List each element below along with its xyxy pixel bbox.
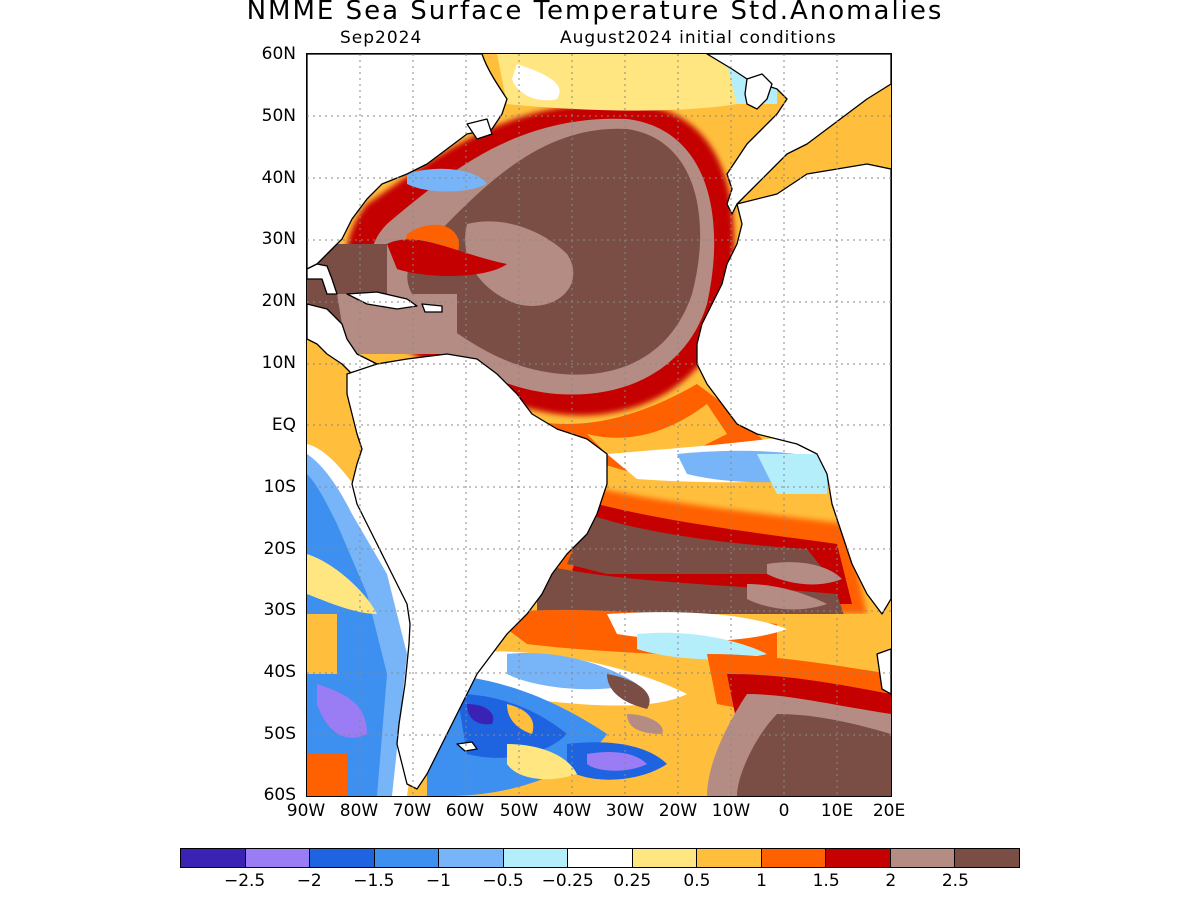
africa-landmass: [696, 163, 891, 615]
lon-label-90w: 90W: [286, 801, 326, 821]
color-bar-swatch: [632, 849, 698, 867]
lat-label-50n: 50N: [261, 106, 296, 126]
color-bar-label: −1.5: [353, 871, 395, 891]
color-bar-swatch: [697, 849, 762, 867]
chart-title: NMME Sea Surface Temperature Std.Anomali…: [246, 0, 944, 26]
gridlines: [307, 54, 891, 796]
land-masses: [307, 54, 891, 790]
color-bar-label: 0.25: [613, 871, 652, 891]
lon-label-20e: 20E: [872, 801, 906, 821]
color-bar-label: 2: [885, 871, 897, 891]
color-bar-swatch: [503, 849, 569, 867]
lat-label-60n: 60N: [261, 44, 296, 64]
lat-label-60s: 60S: [263, 785, 296, 805]
lon-label-80w: 80W: [339, 801, 379, 821]
initial-conditions: August2024 initial conditions: [560, 28, 837, 48]
europe-landmass: [706, 54, 891, 215]
color-bar-label: −0.5: [482, 871, 524, 891]
lon-label-70w: 70W: [392, 801, 432, 821]
lat-label-eq: EQ: [271, 415, 296, 435]
color-bar-swatch: [245, 849, 311, 867]
color-bar-label: 1: [756, 871, 767, 891]
north-america-landmass: [307, 54, 508, 270]
lon-label-40w: 40W: [552, 801, 592, 821]
color-bar-swatch: [374, 849, 440, 867]
forecast-month: Sep2024: [340, 28, 423, 48]
lon-label-30w: 30W: [605, 801, 645, 821]
caribbean-islands: [346, 291, 418, 310]
color-bar-label: −2: [296, 871, 322, 891]
lon-label-50w: 50W: [499, 801, 539, 821]
color-bar-label: 1.5: [812, 871, 840, 891]
color-bar-swatch: [568, 849, 633, 867]
color-bar-swatch: [890, 849, 956, 867]
lon-label-0: 0: [778, 801, 790, 821]
color-bar-swatch: [439, 849, 504, 867]
south-america-landmass: [346, 353, 608, 790]
color-bar-swatch: [826, 849, 891, 867]
lon-label-10e: 10E: [820, 801, 854, 821]
color-bar: [180, 848, 1020, 868]
lat-label-10s: 10S: [263, 477, 296, 497]
color-bar-label: 0.5: [683, 871, 711, 891]
lon-label-60w: 60W: [445, 801, 485, 821]
color-bar-label: −1: [425, 871, 451, 891]
lon-label-20w: 20W: [658, 801, 698, 821]
sst-anomaly-map: [306, 53, 892, 797]
color-bar-swatch: [761, 849, 827, 867]
color-bar-label: −0.25: [541, 871, 594, 891]
color-bar-label: 2.5: [941, 871, 969, 891]
color-bar-swatch: [955, 849, 1019, 867]
color-bar-swatch: [181, 849, 246, 867]
lat-label-40s: 40S: [263, 662, 296, 682]
lat-label-20s: 20S: [263, 539, 296, 559]
color-bar-swatch: [310, 849, 375, 867]
color-bar-label: −2.5: [223, 871, 266, 891]
lat-label-30s: 30S: [263, 600, 296, 620]
british-isles: [744, 73, 773, 110]
lat-label-10n: 10N: [261, 353, 296, 373]
map-canvas: [307, 54, 891, 796]
lat-label-40n: 40N: [261, 168, 296, 188]
lat-label-30n: 30N: [261, 229, 296, 249]
lat-label-50s: 50S: [263, 724, 296, 744]
lon-label-10w: 10W: [711, 801, 751, 821]
lat-label-20n: 20N: [261, 291, 296, 311]
